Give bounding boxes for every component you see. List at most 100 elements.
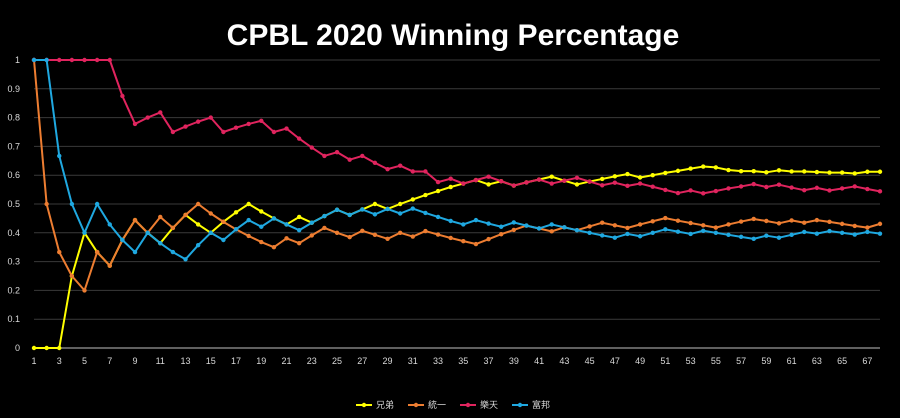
data-point bbox=[688, 188, 693, 193]
data-point bbox=[410, 206, 416, 211]
data-point bbox=[473, 241, 479, 247]
x-tick-label: 27 bbox=[357, 356, 367, 366]
data-point bbox=[372, 212, 378, 217]
data-point bbox=[574, 228, 580, 233]
data-point bbox=[183, 257, 188, 262]
data-point bbox=[296, 136, 302, 141]
x-tick-label: 55 bbox=[711, 356, 721, 366]
x-tick-label: 67 bbox=[862, 356, 872, 366]
data-point bbox=[600, 220, 605, 225]
data-point bbox=[309, 145, 314, 150]
data-point bbox=[233, 125, 239, 130]
legend-marker bbox=[361, 402, 367, 408]
data-point bbox=[208, 115, 213, 120]
legend-marker bbox=[465, 402, 471, 408]
data-point bbox=[94, 57, 100, 63]
x-tick-label: 61 bbox=[787, 356, 797, 366]
data-point bbox=[208, 211, 213, 216]
data-point bbox=[461, 181, 466, 186]
data-point bbox=[738, 234, 744, 240]
data-point bbox=[221, 129, 226, 135]
data-point bbox=[688, 220, 693, 226]
data-point bbox=[271, 216, 277, 221]
data-point bbox=[57, 249, 62, 255]
data-point bbox=[637, 181, 643, 186]
data-point bbox=[360, 228, 365, 233]
data-point bbox=[688, 231, 693, 237]
data-point bbox=[158, 110, 163, 115]
data-point bbox=[726, 222, 731, 227]
x-tick-label: 37 bbox=[484, 356, 494, 366]
data-point bbox=[675, 229, 681, 234]
data-point bbox=[486, 221, 491, 226]
data-point bbox=[271, 245, 277, 250]
data-point bbox=[31, 345, 37, 351]
x-tick-label: 19 bbox=[256, 356, 266, 366]
data-point bbox=[562, 178, 567, 183]
y-tick-label: 1 bbox=[15, 55, 20, 65]
legend-label: 統一 bbox=[428, 399, 446, 411]
data-point bbox=[322, 213, 327, 219]
data-point bbox=[334, 149, 340, 155]
data-point bbox=[69, 273, 75, 279]
data-point bbox=[562, 225, 567, 230]
data-point bbox=[663, 215, 668, 221]
data-point bbox=[107, 57, 112, 63]
data-point bbox=[170, 225, 176, 231]
data-point bbox=[435, 188, 441, 194]
data-point bbox=[195, 119, 201, 124]
series-富邦 bbox=[31, 57, 883, 262]
data-point bbox=[865, 186, 870, 192]
data-point bbox=[284, 236, 289, 241]
x-tick-label: 57 bbox=[736, 356, 746, 366]
data-point bbox=[57, 345, 62, 351]
x-tick-label: 53 bbox=[686, 356, 696, 366]
data-point bbox=[511, 220, 517, 225]
data-point bbox=[701, 164, 706, 169]
data-point bbox=[852, 223, 857, 229]
series-統一 bbox=[31, 57, 883, 293]
series-line bbox=[34, 59, 881, 195]
data-point bbox=[423, 192, 428, 198]
series-line bbox=[34, 165, 880, 349]
x-tick-label: 29 bbox=[383, 356, 393, 366]
data-point bbox=[498, 232, 504, 237]
x-tick-label: 43 bbox=[559, 356, 569, 366]
y-tick-label: 0.9 bbox=[7, 84, 20, 94]
data-point bbox=[650, 184, 655, 189]
data-point bbox=[372, 232, 378, 238]
x-tick-label: 21 bbox=[282, 356, 292, 366]
data-point bbox=[877, 221, 883, 227]
data-point bbox=[271, 129, 277, 135]
data-point bbox=[536, 226, 542, 231]
data-point bbox=[347, 157, 352, 162]
data-point bbox=[246, 201, 251, 207]
data-point bbox=[675, 218, 681, 223]
data-point bbox=[524, 180, 529, 185]
data-point bbox=[94, 201, 100, 207]
y-tick-label: 0.8 bbox=[7, 113, 20, 123]
data-point bbox=[776, 168, 782, 173]
data-point bbox=[612, 235, 618, 240]
data-point bbox=[372, 160, 378, 166]
data-point bbox=[385, 236, 390, 242]
data-point bbox=[789, 169, 794, 174]
data-point bbox=[448, 184, 453, 190]
data-point bbox=[839, 221, 845, 227]
data-point bbox=[221, 219, 226, 225]
data-point bbox=[865, 225, 870, 230]
data-point bbox=[385, 206, 390, 212]
data-point bbox=[637, 175, 643, 180]
data-point bbox=[259, 209, 264, 214]
data-point bbox=[385, 166, 390, 172]
data-point bbox=[587, 230, 592, 235]
data-point bbox=[397, 201, 403, 207]
data-point bbox=[120, 237, 125, 243]
series-樂天 bbox=[31, 57, 883, 196]
x-tick-label: 5 bbox=[82, 356, 87, 366]
data-point bbox=[726, 167, 731, 173]
x-tick-label: 7 bbox=[107, 356, 112, 366]
legend-item: 統一 bbox=[408, 399, 446, 411]
x-tick-label: 47 bbox=[610, 356, 620, 366]
data-point bbox=[435, 232, 441, 237]
